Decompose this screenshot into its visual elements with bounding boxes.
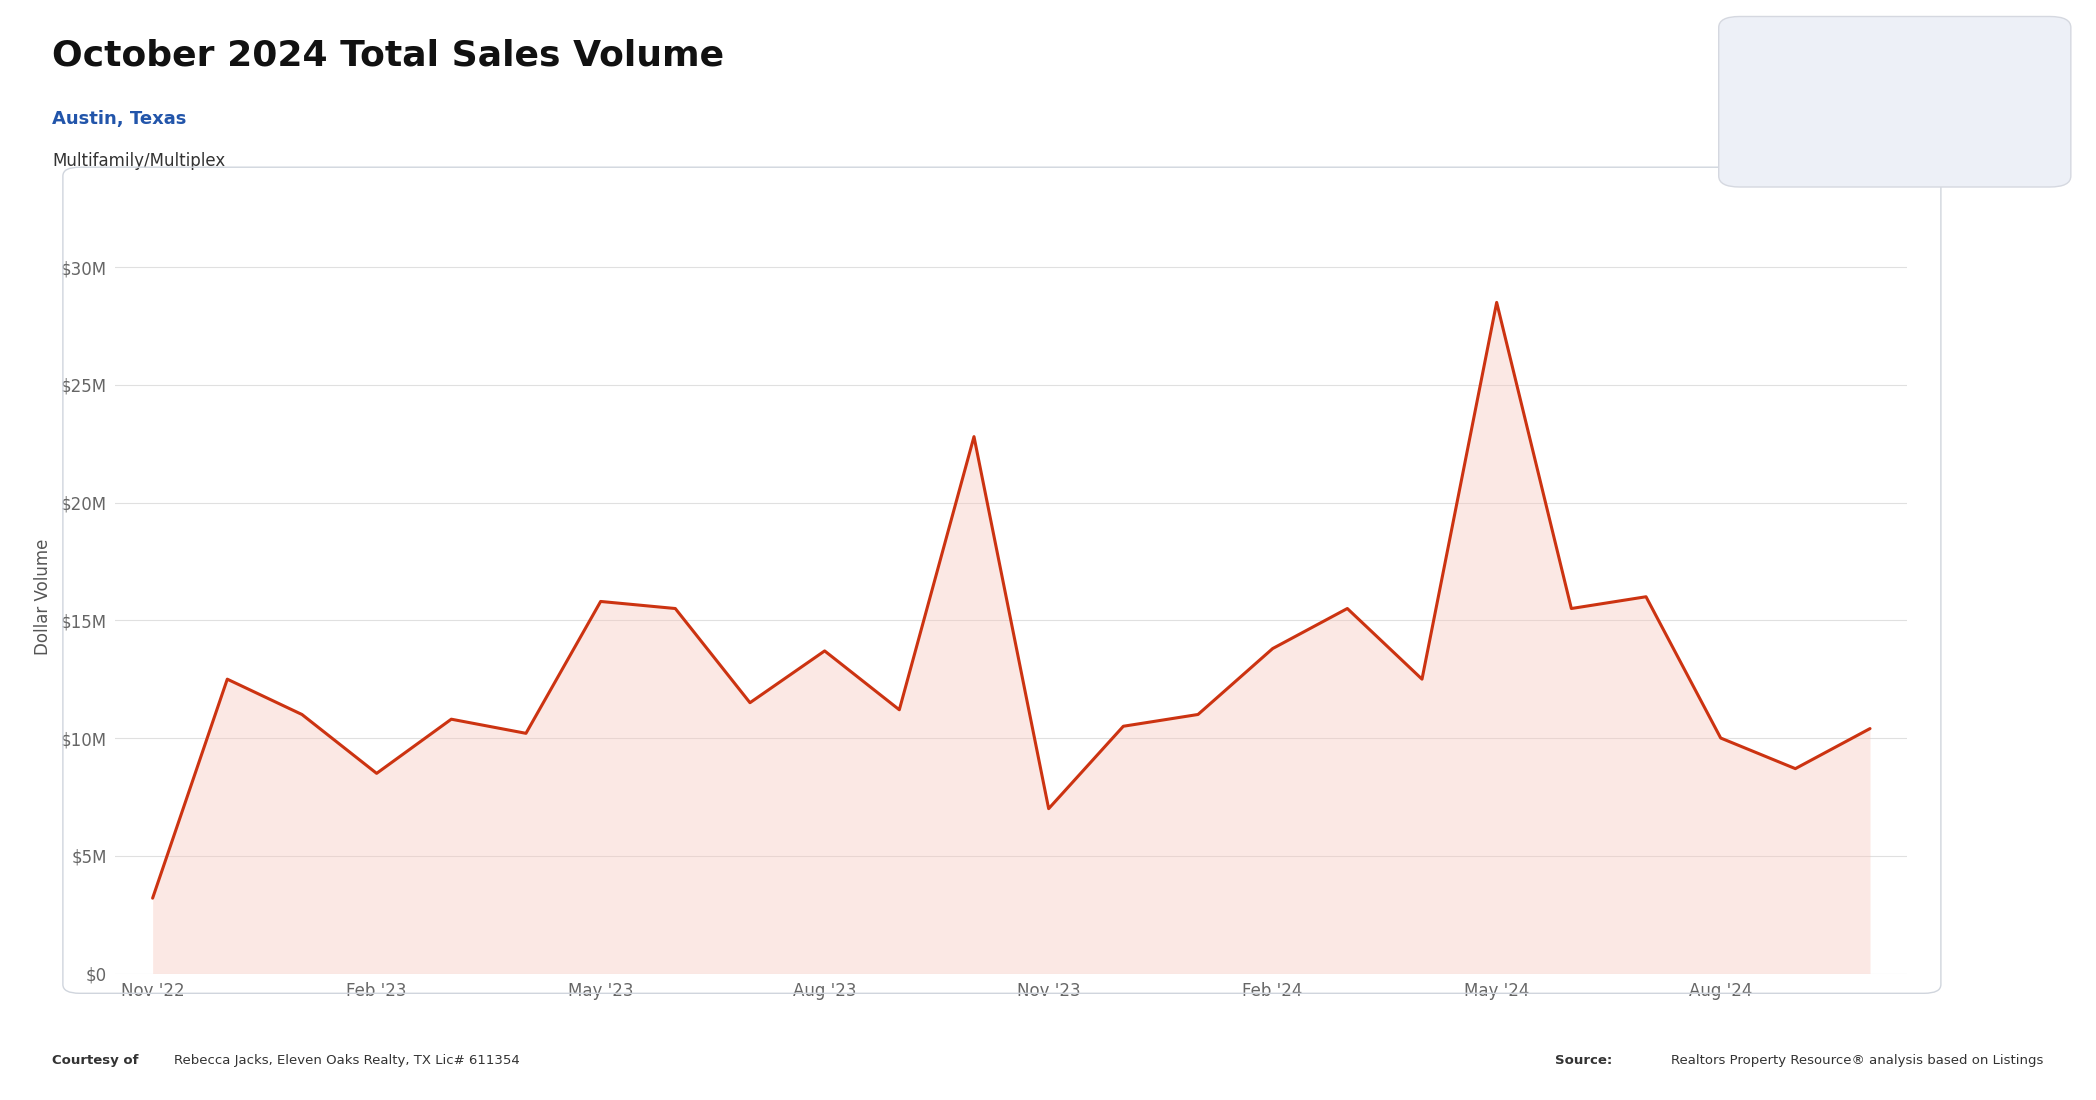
Text: October 2024 Total Sales Volume: October 2024 Total Sales Volume [52, 39, 725, 73]
Text: $10,401,500: $10,401,500 [1765, 74, 1960, 101]
Y-axis label: Dollar Volume: Dollar Volume [34, 539, 52, 654]
Text: 40.3% Month over Month: 40.3% Month over Month [1807, 145, 1981, 158]
Text: Total $ Volume: Total $ Volume [1765, 39, 1886, 54]
Text: Realtors Property Resource® analysis based on Listings: Realtors Property Resource® analysis bas… [1671, 1054, 2044, 1067]
Text: Multifamily/Multiplex: Multifamily/Multiplex [52, 152, 226, 169]
Text: Rebecca Jacks, Eleven Oaks Realty, TX Lic# 611354: Rebecca Jacks, Eleven Oaks Realty, TX Li… [174, 1054, 520, 1067]
Text: ↓: ↓ [1769, 143, 1782, 157]
Text: Source:: Source: [1555, 1054, 1618, 1067]
Text: Courtesy of: Courtesy of [52, 1054, 143, 1067]
Circle shape [1759, 135, 1792, 167]
Text: Austin, Texas: Austin, Texas [52, 110, 187, 128]
